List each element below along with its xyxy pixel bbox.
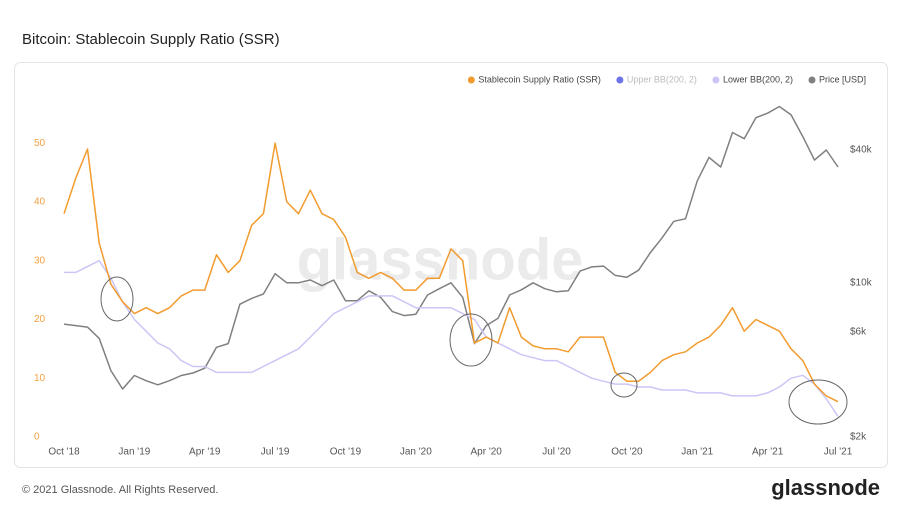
series-line bbox=[63, 105, 839, 390]
plot-area: glassnode bbox=[63, 105, 839, 417]
x-tick-label: Oct '20 bbox=[611, 447, 643, 458]
highlight-circle bbox=[788, 379, 848, 425]
x-tick-label: Apr '21 bbox=[752, 447, 784, 458]
series-line bbox=[63, 142, 839, 403]
highlight-circle bbox=[100, 276, 134, 322]
y-tick-label: 20 bbox=[34, 314, 46, 325]
x-tick-label: Jan '19 bbox=[118, 447, 150, 458]
x-tick-label: Apr '19 bbox=[189, 447, 221, 458]
chart-panel bbox=[14, 62, 888, 468]
y-tick-label: 0 bbox=[34, 432, 40, 443]
x-tick-label: Jul '19 bbox=[261, 447, 290, 458]
page-title: Bitcoin: Stablecoin Supply Ratio (SSR) bbox=[22, 31, 280, 48]
y2-tick-label: $10k bbox=[850, 277, 873, 288]
legend-label: Lower BB(200, 2) bbox=[723, 74, 793, 84]
legend-label: Price [USD] bbox=[819, 74, 866, 84]
highlight-circle bbox=[610, 372, 638, 398]
highlight-circle bbox=[449, 313, 493, 367]
y-tick-label: 50 bbox=[34, 138, 46, 149]
x-tick-label: Oct '18 bbox=[48, 447, 80, 458]
x-tick-label: Jan '21 bbox=[681, 447, 713, 458]
watermark: glassnode bbox=[297, 227, 584, 292]
series-line bbox=[64, 259, 839, 417]
x-tick-label: Jul '21 bbox=[824, 447, 853, 458]
x-tick-label: Apr '20 bbox=[470, 447, 502, 458]
x-tick-label: Jul '20 bbox=[542, 447, 571, 458]
legend-swatch bbox=[712, 76, 720, 84]
legend-label: Stablecoin Supply Ratio (SSR) bbox=[478, 74, 601, 84]
y2-tick-label: $6k bbox=[850, 326, 867, 337]
y-tick-label: 30 bbox=[34, 255, 46, 266]
legend-swatch bbox=[808, 76, 816, 84]
y-tick-label: 10 bbox=[34, 373, 46, 384]
legend-label: Upper BB(200, 2) bbox=[627, 74, 697, 84]
annotations bbox=[100, 276, 848, 425]
x-tick-label: Jan '20 bbox=[400, 447, 432, 458]
y2-tick-label: $40k bbox=[850, 145, 873, 156]
y2-tick-label: $2k bbox=[850, 432, 867, 443]
legend-swatch bbox=[467, 76, 475, 84]
footer-copyright: © 2021 Glassnode. All Rights Reserved. bbox=[22, 484, 218, 496]
logo: glassnode bbox=[771, 475, 880, 500]
y-tick-label: 40 bbox=[34, 197, 46, 208]
x-tick-label: Oct '19 bbox=[330, 447, 362, 458]
legend-swatch bbox=[616, 76, 624, 84]
